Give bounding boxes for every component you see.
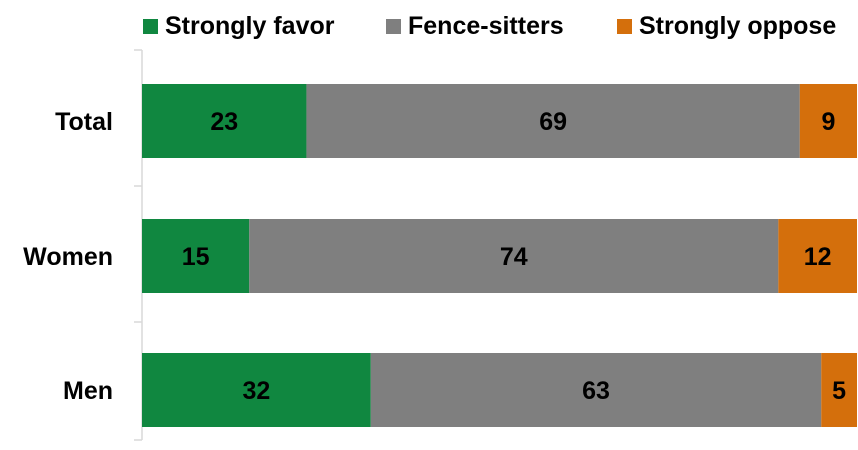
- data-label-men-fence-sitters: 63: [582, 377, 610, 405]
- bar-total-fence-sitters: [306, 84, 800, 158]
- legend: Strongly favor Fence-sitters Strongly oppo…: [143, 12, 836, 40]
- data-label-total-strongly-favor: 23: [210, 108, 238, 136]
- data-label-women-strongly-favor: 15: [182, 243, 210, 271]
- bars: 23 69 9 15 74 12 32 63 5: [142, 84, 857, 427]
- category-labels: Total Women Men: [23, 108, 113, 405]
- bar-men-fence-sitters: [370, 353, 822, 427]
- data-label-total-fence-sitters: 69: [539, 108, 567, 136]
- bar-total-strongly-oppose: [799, 84, 857, 158]
- bar-men-strongly-favor: [142, 353, 371, 427]
- category-axis-ticks: [134, 49, 142, 441]
- bar-women-strongly-favor: [142, 219, 250, 293]
- legend-label-fence-sitters: Fence-sitters: [408, 12, 564, 40]
- legend-swatch-strongly-favor: [143, 19, 158, 34]
- bar-women-fence-sitters: [249, 219, 779, 293]
- category-label-women: Women: [23, 243, 113, 271]
- legend-swatch-strongly-oppose: [617, 19, 632, 34]
- category-label-total: Total: [55, 108, 113, 136]
- data-label-men-strongly-oppose: 5: [832, 377, 846, 405]
- category-label-men: Men: [63, 377, 113, 405]
- data-label-men-strongly-favor: 32: [242, 377, 270, 405]
- legend-swatch-fence-sitters: [386, 19, 401, 34]
- data-label-women-strongly-oppose: 12: [804, 243, 832, 271]
- bar-total-strongly-favor: [142, 84, 307, 158]
- data-label-women-fence-sitters: 74: [500, 243, 528, 271]
- bar-women-strongly-oppose: [778, 219, 857, 293]
- legend-label-strongly-oppose: Strongly oppose: [639, 12, 836, 40]
- bar-men-strongly-oppose: [821, 353, 857, 427]
- legend-label-strongly-favor: Strongly favor: [165, 12, 335, 40]
- data-label-total-strongly-oppose: 9: [821, 108, 835, 136]
